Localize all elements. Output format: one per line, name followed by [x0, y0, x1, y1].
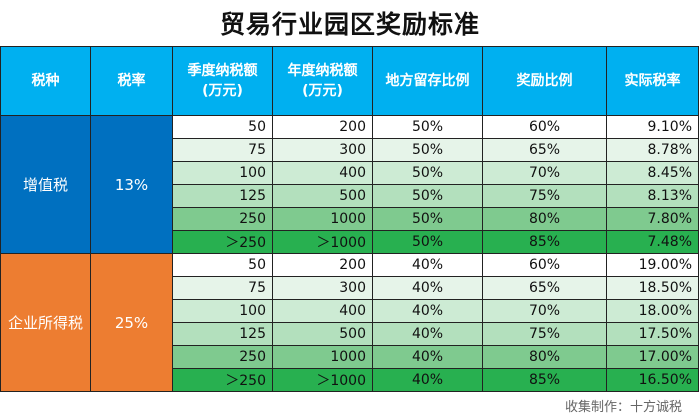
quarterly-cell: ＞250: [172, 230, 273, 254]
local-share-cell: 50%: [372, 161, 483, 185]
annual-cell: ＞1000: [272, 230, 373, 254]
header-quarterly: 季度纳税额 (万元): [172, 46, 273, 116]
quarterly-cell: 50: [172, 115, 273, 139]
actual-rate-cell: 18.50%: [606, 276, 699, 300]
annual-cell: 500: [272, 322, 373, 346]
header-quarterly-line2: (万元): [202, 83, 243, 99]
quarterly-cell: 125: [172, 322, 273, 346]
actual-rate-cell: 17.00%: [606, 345, 699, 369]
annual-cell: 400: [272, 299, 373, 323]
table-row: 75 300 40% 65% 18.50%: [1, 276, 699, 300]
tax-type-cell: 增值税: [0, 115, 91, 254]
actual-rate-cell: 19.00%: [606, 253, 699, 277]
local-share-cell: 40%: [372, 322, 483, 346]
reward-ratio-cell: 65%: [482, 276, 607, 300]
quarterly-cell: 250: [172, 207, 273, 231]
local-share-cell: 50%: [372, 207, 483, 231]
annual-cell: 200: [272, 253, 373, 277]
header-quarterly-line1: 季度纳税额: [187, 63, 258, 79]
table-row: 75 300 50% 65% 8.78%: [1, 138, 699, 162]
quarterly-cell: ＞250: [172, 368, 273, 392]
header-row: 税种 税率 季度纳税额 (万元) 年度纳税额 (万元) 地方留存比例 奖励比例 …: [0, 46, 699, 116]
annual-cell: 1000: [272, 345, 373, 369]
actual-rate-cell: 8.78%: [606, 138, 699, 162]
header-tax-rate: 税率: [90, 46, 173, 116]
local-share-cell: 40%: [372, 368, 483, 392]
header-reward-ratio: 奖励比例: [482, 46, 607, 116]
actual-rate-cell: 7.80%: [606, 207, 699, 231]
annual-cell: 200: [272, 115, 373, 139]
local-share-cell: 50%: [372, 138, 483, 162]
reward-ratio-cell: 60%: [482, 115, 607, 139]
reward-ratio-cell: 80%: [482, 207, 607, 231]
table-row: 250 1000 40% 80% 17.00%: [1, 345, 699, 369]
reward-ratio-cell: 80%: [482, 345, 607, 369]
actual-rate-cell: 8.45%: [606, 161, 699, 185]
table-row: 125 500 50% 75% 8.13%: [1, 184, 699, 208]
table-row: 125 500 40% 75% 17.50%: [1, 322, 699, 346]
local-share-cell: 50%: [372, 184, 483, 208]
tax-type-cell: 企业所得税: [0, 253, 91, 392]
table-row: ＞250 ＞1000 40% 85% 16.50%: [1, 368, 699, 392]
annual-cell: 300: [272, 276, 373, 300]
annual-cell: 1000: [272, 207, 373, 231]
actual-rate-cell: 9.10%: [606, 115, 699, 139]
reward-ratio-cell: 70%: [482, 161, 607, 185]
reward-table: 税种 税率 季度纳税额 (万元) 年度纳税额 (万元) 地方留存比例 奖励比例 …: [0, 46, 699, 392]
local-share-cell: 40%: [372, 253, 483, 277]
header-tax-type: 税种: [0, 46, 91, 116]
local-share-cell: 50%: [372, 115, 483, 139]
header-actual-rate: 实际税率: [606, 46, 699, 116]
tax-rate-cell: 25%: [90, 253, 173, 392]
annual-cell: 300: [272, 138, 373, 162]
actual-rate-cell: 17.50%: [606, 322, 699, 346]
table-body: 增值税 13% 50 200 50% 60% 9.10% 75 300 50% 65% 8.78% 10…: [0, 115, 699, 392]
reward-ratio-cell: 60%: [482, 253, 607, 277]
local-share-cell: 50%: [372, 230, 483, 254]
actual-rate-cell: 18.00%: [606, 299, 699, 323]
table-row: 100 400 50% 70% 8.45%: [1, 161, 699, 185]
page-title: 贸易行业园区奖励标准: [219, 10, 480, 39]
reward-ratio-cell: 75%: [482, 184, 607, 208]
table-row: 企业所得税 25% 50 200 40% 60% 19.00%: [0, 253, 699, 392]
reward-ratio-cell: 85%: [482, 368, 607, 392]
reward-ratio-cell: 65%: [482, 138, 607, 162]
quarterly-cell: 75: [172, 138, 273, 162]
local-share-cell: 40%: [372, 299, 483, 323]
table-row: 增值税 13% 50 200 50% 60% 9.10%: [0, 115, 699, 254]
footer-credit: 收集制作：十方诚税: [564, 400, 682, 415]
annual-cell: 500: [272, 184, 373, 208]
header-annual-line2: (万元): [302, 83, 343, 99]
reward-ratio-cell: 85%: [482, 230, 607, 254]
quarterly-cell: 100: [172, 299, 273, 323]
local-share-cell: 40%: [372, 276, 483, 300]
quarterly-cell: 250: [172, 345, 273, 369]
header-local-share: 地方留存比例: [372, 46, 483, 116]
actual-rate-cell: 8.13%: [606, 184, 699, 208]
local-share-cell: 40%: [372, 345, 483, 369]
header-annual: 年度纳税额 (万元): [272, 46, 373, 116]
table-row: 250 1000 50% 80% 7.80%: [1, 207, 699, 231]
table-row: ＞250 ＞1000 50% 85% 7.48%: [1, 230, 699, 254]
quarterly-cell: 75: [172, 276, 273, 300]
actual-rate-cell: 16.50%: [606, 368, 699, 392]
reward-ratio-cell: 70%: [482, 299, 607, 323]
annual-cell: ＞1000: [272, 368, 373, 392]
actual-rate-cell: 7.48%: [606, 230, 699, 254]
reward-ratio-cell: 75%: [482, 322, 607, 346]
annual-cell: 400: [272, 161, 373, 185]
quarterly-cell: 100: [172, 161, 273, 185]
tax-rate-cell: 13%: [90, 115, 173, 254]
quarterly-cell: 50: [172, 253, 273, 277]
quarterly-cell: 125: [172, 184, 273, 208]
header-annual-line1: 年度纳税额: [287, 63, 358, 79]
